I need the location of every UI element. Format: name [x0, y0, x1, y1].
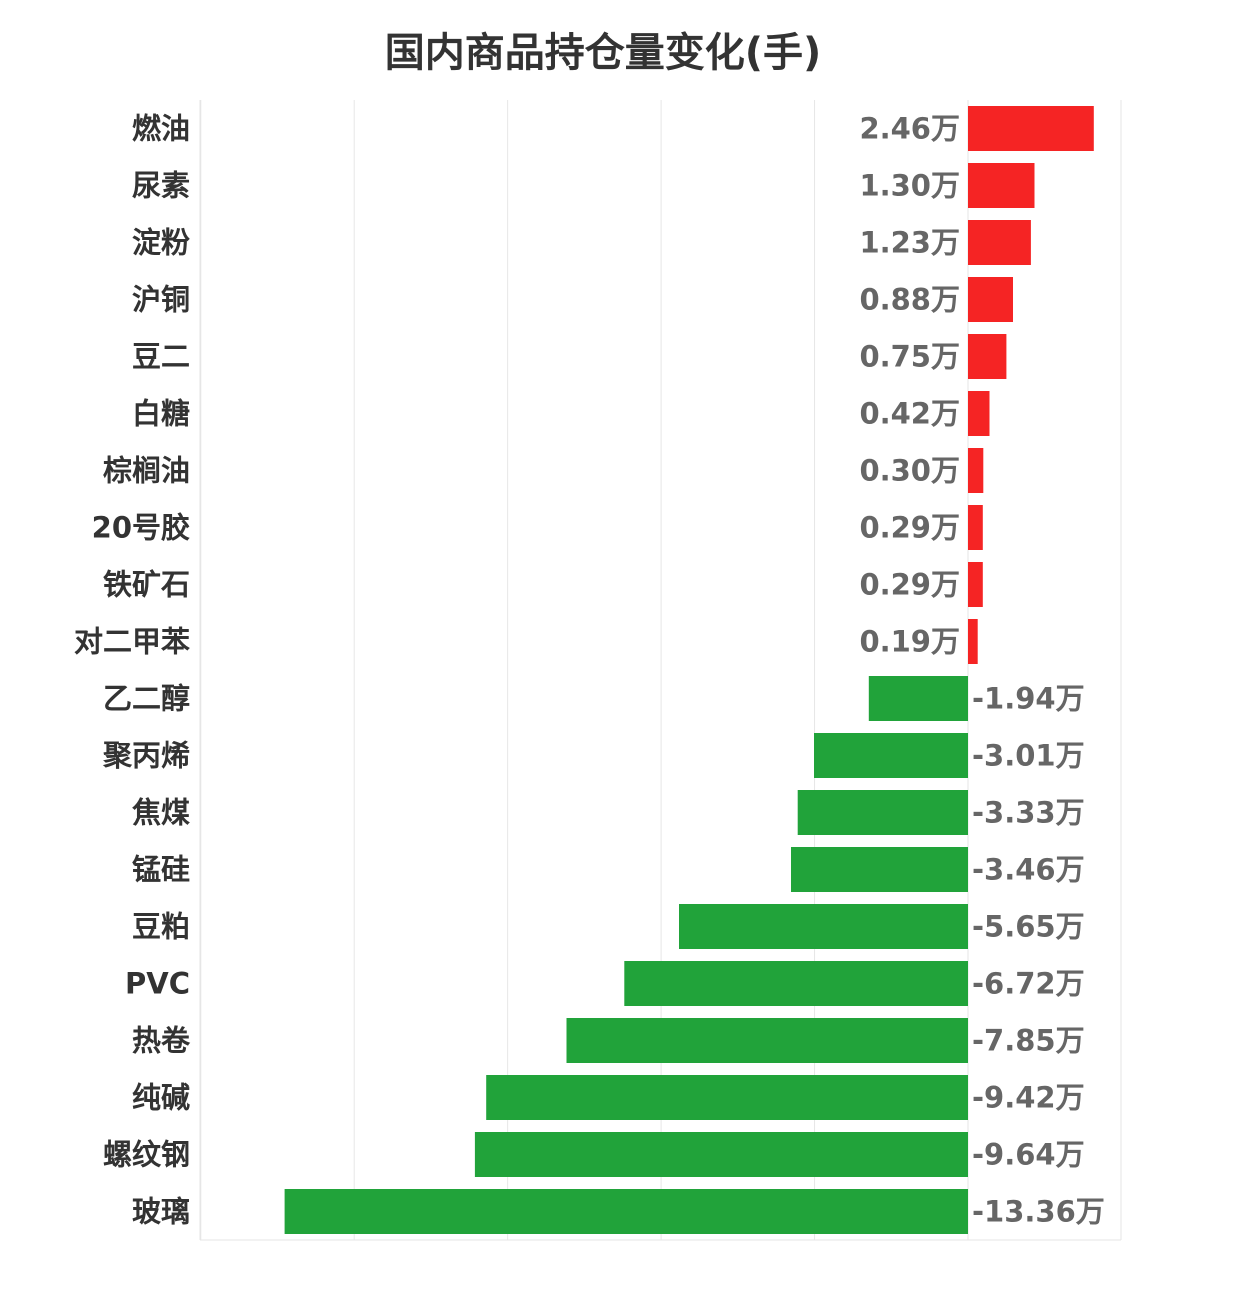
category-label: 棕榈油: [103, 454, 190, 488]
value-label: -1.94万: [972, 682, 1085, 716]
value-label: 0.19万: [859, 625, 960, 659]
bar: [968, 619, 978, 664]
value-label: -9.42万: [972, 1081, 1085, 1115]
category-label: 玻璃: [132, 1195, 190, 1229]
category-label: 锰硅: [132, 853, 190, 887]
bar: [486, 1075, 968, 1120]
category-label: 豆粕: [132, 910, 190, 944]
category-label: 尿素: [132, 169, 190, 203]
value-label: 0.75万: [859, 340, 960, 374]
bar: [624, 961, 968, 1006]
category-label: 对二甲苯: [74, 625, 190, 659]
value-label: -3.01万: [972, 739, 1085, 773]
bar: [474, 1132, 968, 1177]
category-label: 螺纹钢: [103, 1138, 190, 1172]
value-label: -5.65万: [972, 910, 1085, 944]
category-label: 铁矿石: [103, 568, 190, 602]
category-label: 白糖: [132, 397, 190, 431]
value-label: 2.46万: [859, 112, 960, 146]
category-label: 聚丙烯: [102, 739, 190, 773]
value-label: -6.72万: [972, 967, 1085, 1001]
category-label: 20号胶: [92, 511, 190, 545]
category-label: 淀粉: [132, 226, 190, 260]
value-label: -3.46万: [972, 853, 1085, 887]
bar: [566, 1018, 968, 1063]
bar: [814, 733, 968, 778]
chart-title: 国内商品持仓量变化(手): [384, 30, 822, 76]
category-label: 沪铜: [132, 283, 190, 317]
bar: [968, 505, 983, 550]
bar: [791, 847, 968, 892]
value-label: -7.85万: [972, 1024, 1085, 1058]
bar: [284, 1189, 969, 1234]
category-label: 热卷: [132, 1024, 191, 1058]
value-label: 1.30万: [859, 169, 960, 203]
value-label: 0.29万: [859, 568, 960, 602]
category-label: PVC: [125, 967, 190, 1001]
value-label: 0.30万: [859, 454, 960, 488]
bar: [868, 676, 968, 721]
category-label: 焦煤: [132, 796, 190, 830]
bar: [797, 790, 968, 835]
value-label: -13.36万: [972, 1195, 1105, 1229]
bar: [968, 277, 1013, 322]
bar: [968, 106, 1094, 151]
grid-layer: [199, 100, 1122, 1241]
value-label: -3.33万: [972, 796, 1085, 830]
bar: [968, 163, 1035, 208]
bar: [968, 220, 1031, 265]
category-label: 豆二: [132, 340, 190, 374]
bar: [679, 904, 968, 949]
category-label: 乙二醇: [103, 682, 190, 716]
bar: [968, 448, 984, 493]
value-label: 0.88万: [859, 283, 960, 317]
bar: [968, 334, 1007, 379]
value-label: 0.42万: [859, 397, 960, 431]
value-label: -9.64万: [972, 1138, 1085, 1172]
category-label: 纯碱: [132, 1081, 190, 1115]
value-label: 0.29万: [859, 511, 960, 545]
bar: [968, 391, 990, 436]
value-label: 1.23万: [859, 226, 960, 260]
bar: [968, 562, 983, 607]
bar-layer: [284, 106, 1094, 1234]
category-label: 燃油: [132, 112, 190, 146]
